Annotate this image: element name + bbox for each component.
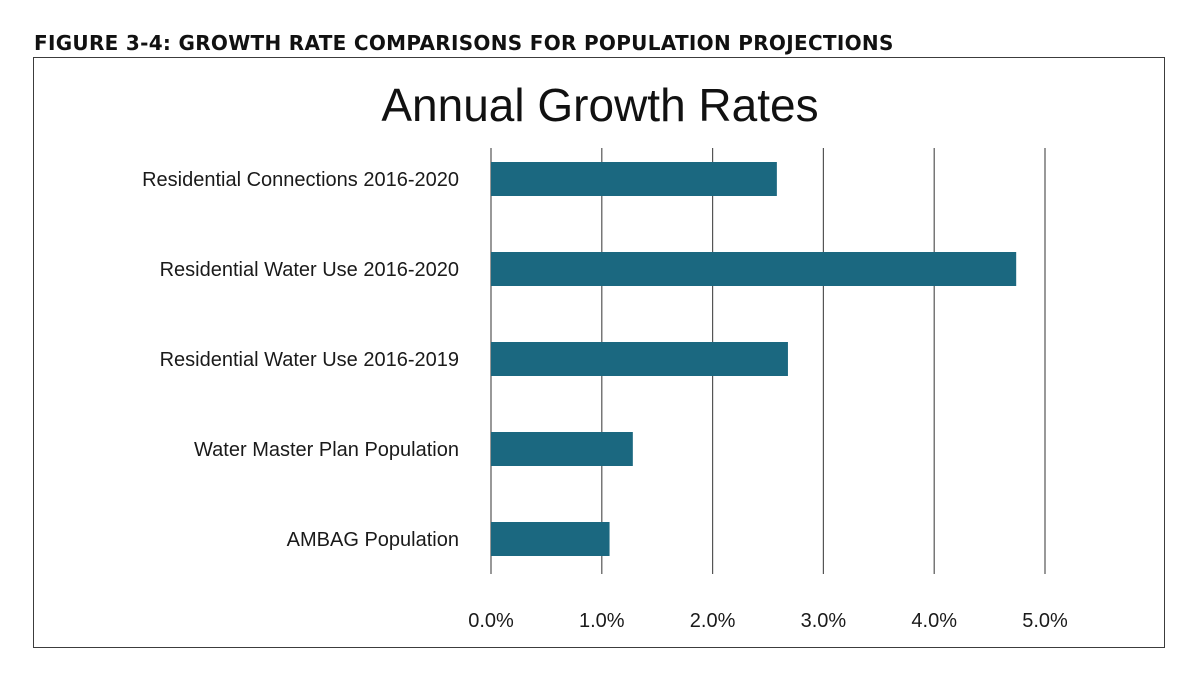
x-tick-label: 5.0% xyxy=(1022,610,1068,632)
bar xyxy=(491,162,777,196)
x-tick-label: 1.0% xyxy=(579,610,625,632)
x-tick-label: 3.0% xyxy=(801,610,847,632)
bar xyxy=(491,522,610,556)
category-label: Water Master Plan Population xyxy=(194,439,459,461)
category-label: Residential Water Use 2016-2020 xyxy=(160,259,459,281)
x-tick-labels: 0.0% 1.0% 2.0% 3.0% 4.0% 5.0% xyxy=(468,610,1068,632)
category-label: Residential Water Use 2016-2019 xyxy=(160,349,459,371)
x-tick-label: 4.0% xyxy=(911,610,957,632)
category-labels: Residential Connections 2016-2020 Residen… xyxy=(142,169,459,551)
category-label: Residential Connections 2016-2020 xyxy=(142,169,459,191)
figure-caption: FIGURE 3-4: GROWTH RATE COMPARISONS FOR … xyxy=(34,31,894,55)
bar-chart: Annual Growth Rates Residential Connecti… xyxy=(142,79,1068,632)
chart-title: Annual Growth Rates xyxy=(381,79,818,131)
bar xyxy=(491,252,1017,286)
x-tick-label: 2.0% xyxy=(690,610,736,632)
x-tick-label: 0.0% xyxy=(468,610,514,632)
bar xyxy=(491,432,633,466)
bars xyxy=(491,162,1017,556)
bar xyxy=(491,342,788,376)
chart-frame: Annual Growth Rates Residential Connecti… xyxy=(33,57,1165,648)
category-label: AMBAG Population xyxy=(287,529,459,551)
